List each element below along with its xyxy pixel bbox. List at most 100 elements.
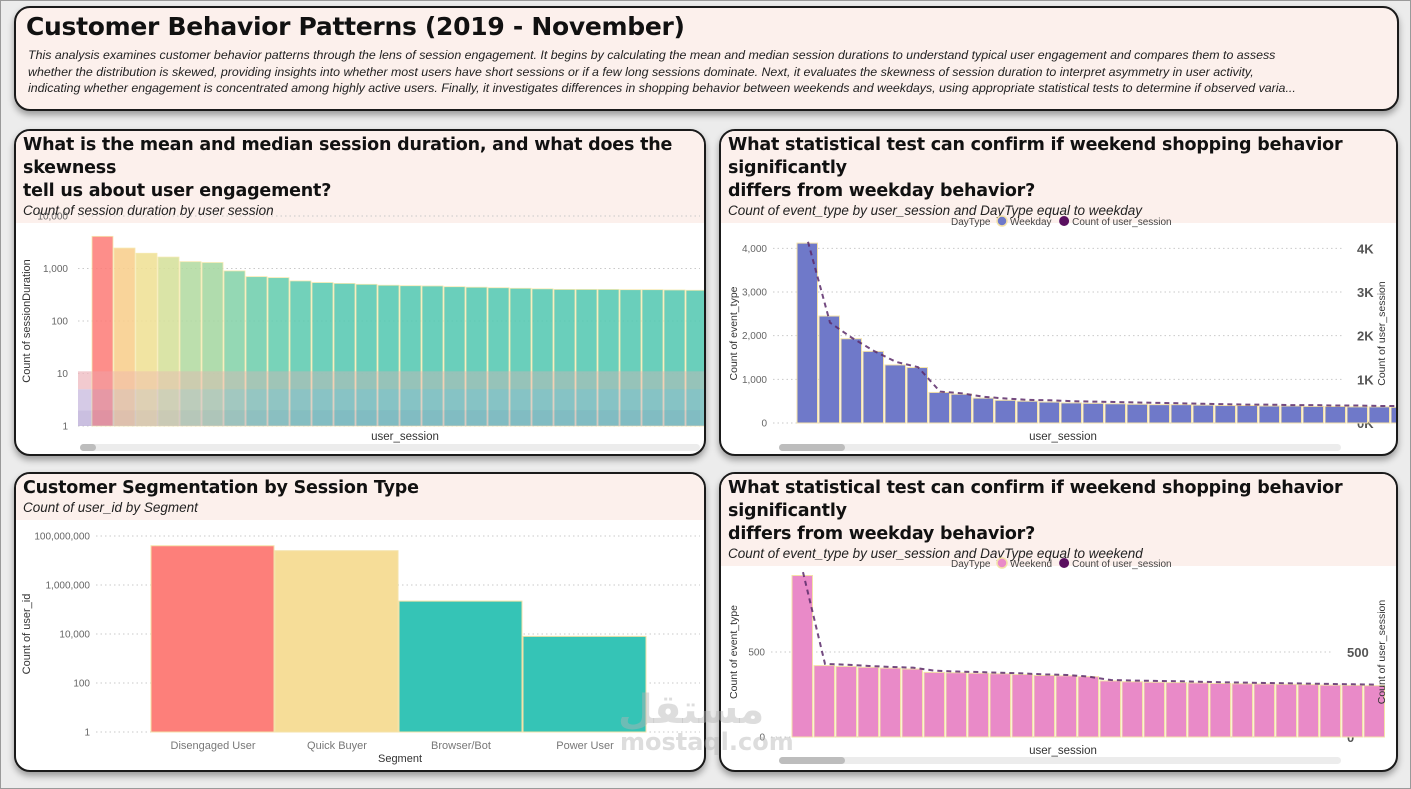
bar: [641, 289, 664, 427]
weekend-chart: 00500500DayTypeWeekendCount of user_sess…: [728, 557, 1388, 764]
header-card: Customer Behavior Patterns (2019 - Novem…: [14, 6, 1399, 111]
bar: [531, 288, 554, 427]
legend-title: DayType: [951, 559, 991, 570]
y2-tick-label: 2K: [1357, 329, 1374, 344]
panel-header: What statistical test can confirm if wee…: [721, 131, 1396, 223]
y-tick-label: 1,000,000: [46, 581, 91, 592]
bar: [1258, 405, 1280, 424]
bar: [1368, 406, 1390, 424]
bar: [857, 666, 879, 738]
x-tick-label: Power User: [556, 740, 614, 752]
y-axis-title: Count of event_type: [728, 286, 740, 380]
bar: [597, 288, 620, 427]
bar: [1341, 684, 1363, 738]
bar: [1033, 674, 1055, 738]
bar: [818, 315, 840, 424]
bar: [1148, 404, 1170, 424]
bar: [201, 262, 224, 427]
bar: [1104, 403, 1126, 424]
bar: [928, 391, 950, 424]
y-axis-title: Count of user_id: [21, 594, 33, 675]
bar: [1253, 683, 1275, 738]
bar: [901, 668, 923, 738]
x-axis-title: user_session: [1029, 745, 1097, 757]
bar: [1302, 405, 1324, 424]
scrollbar-thumb[interactable]: [779, 444, 845, 451]
bar: [289, 280, 312, 427]
bar: [1165, 682, 1187, 738]
y-tick-label: 500: [748, 648, 765, 659]
segmentation-chart: 1 100 10,000 1,000,000 100,000,000 Disengaged…: [21, 532, 700, 765]
scrollbar-thumb[interactable]: [779, 757, 845, 764]
bar: [989, 673, 1011, 738]
bar: [487, 287, 510, 427]
bar: [1099, 680, 1121, 738]
session-duration-panel: What is the mean and median session dura…: [14, 129, 706, 456]
scrollbar-track[interactable]: [779, 444, 1341, 451]
bar: [1121, 681, 1143, 738]
legend-label: Count of user_session: [1072, 217, 1172, 228]
segmentation-panel: Customer Segmentation by Session Type Co…: [14, 472, 706, 772]
bar: [1016, 400, 1038, 424]
bar: [906, 367, 928, 424]
bar: [1390, 406, 1396, 424]
y2-tick-label: 4K: [1357, 241, 1374, 256]
panel-title-line2: differs from weekday behavior?: [728, 524, 1036, 544]
description-line: This analysis examines customer behavior…: [28, 48, 1276, 62]
bar: [113, 247, 136, 427]
bar: [1038, 401, 1060, 424]
bar: [443, 286, 466, 427]
description-line: whether the distribution is skewed, prov…: [28, 64, 1254, 79]
y-tick-label: 0: [761, 419, 767, 430]
bar: [1055, 675, 1077, 738]
bar: [796, 242, 818, 424]
horizontal-scrollbar[interactable]: [779, 444, 1341, 451]
y-tick-label: 100: [51, 317, 68, 328]
scrollbar-thumb[interactable]: [80, 444, 96, 451]
scrollbar-track[interactable]: [80, 444, 700, 451]
y-tick-label: 1,000: [742, 375, 767, 386]
reference-band-overlay: [92, 371, 704, 390]
bar: [1231, 683, 1253, 738]
panel-title: What is the mean and median session dura…: [23, 135, 673, 178]
user-session-line: [807, 241, 1396, 407]
bar: [1192, 404, 1214, 424]
panel-header: What statistical test can confirm if wee…: [721, 474, 1396, 566]
legend-marker: [1059, 558, 1070, 568]
bar: [1319, 684, 1341, 738]
weekend-panel: What statistical test can confirm if wee…: [719, 472, 1398, 772]
bar: [619, 289, 642, 427]
bar: [1324, 405, 1346, 424]
y-tick-label: 4,000: [742, 244, 767, 255]
bar: [923, 671, 945, 738]
bar: [575, 288, 598, 427]
y-tick-label: 1: [84, 728, 90, 739]
horizontal-scrollbar[interactable]: [779, 757, 1341, 764]
y-tick-label: 10,000: [59, 630, 90, 641]
bar: [1236, 405, 1258, 424]
bar: [1209, 682, 1231, 738]
bar: [1275, 683, 1297, 738]
y-tick-label: 1,000: [43, 264, 68, 275]
bar: [465, 286, 488, 427]
page-description: This analysis examines customer behavior…: [28, 47, 1387, 97]
legend-marker: [996, 215, 1008, 227]
bar: [1082, 402, 1104, 424]
bar: [267, 277, 290, 427]
y2-tick-label: 1K: [1357, 372, 1374, 387]
bar: [1077, 676, 1099, 738]
legend-label: Count of user_session: [1072, 559, 1172, 570]
panel-subtitle: Count of user_id by Segment: [23, 500, 198, 515]
bar: [553, 288, 576, 427]
bar: [509, 287, 532, 427]
horizontal-scrollbar[interactable]: [80, 444, 700, 451]
scrollbar-track[interactable]: [779, 757, 1341, 764]
x-tick-label: Disengaged User: [171, 740, 256, 752]
x-axis-title: user_session: [1029, 431, 1097, 443]
session-duration-chart: 1 10 100 1,000 10,000 Count of sessionDuratio…: [21, 212, 704, 451]
bar: [377, 284, 400, 427]
y-tick-label: 3,000: [742, 288, 767, 299]
y2-tick-label: 500: [1347, 645, 1369, 660]
weekday-panel: What statistical test can confirm if wee…: [719, 129, 1398, 456]
page-title: Customer Behavior Patterns (2019 - Novem…: [26, 12, 685, 41]
